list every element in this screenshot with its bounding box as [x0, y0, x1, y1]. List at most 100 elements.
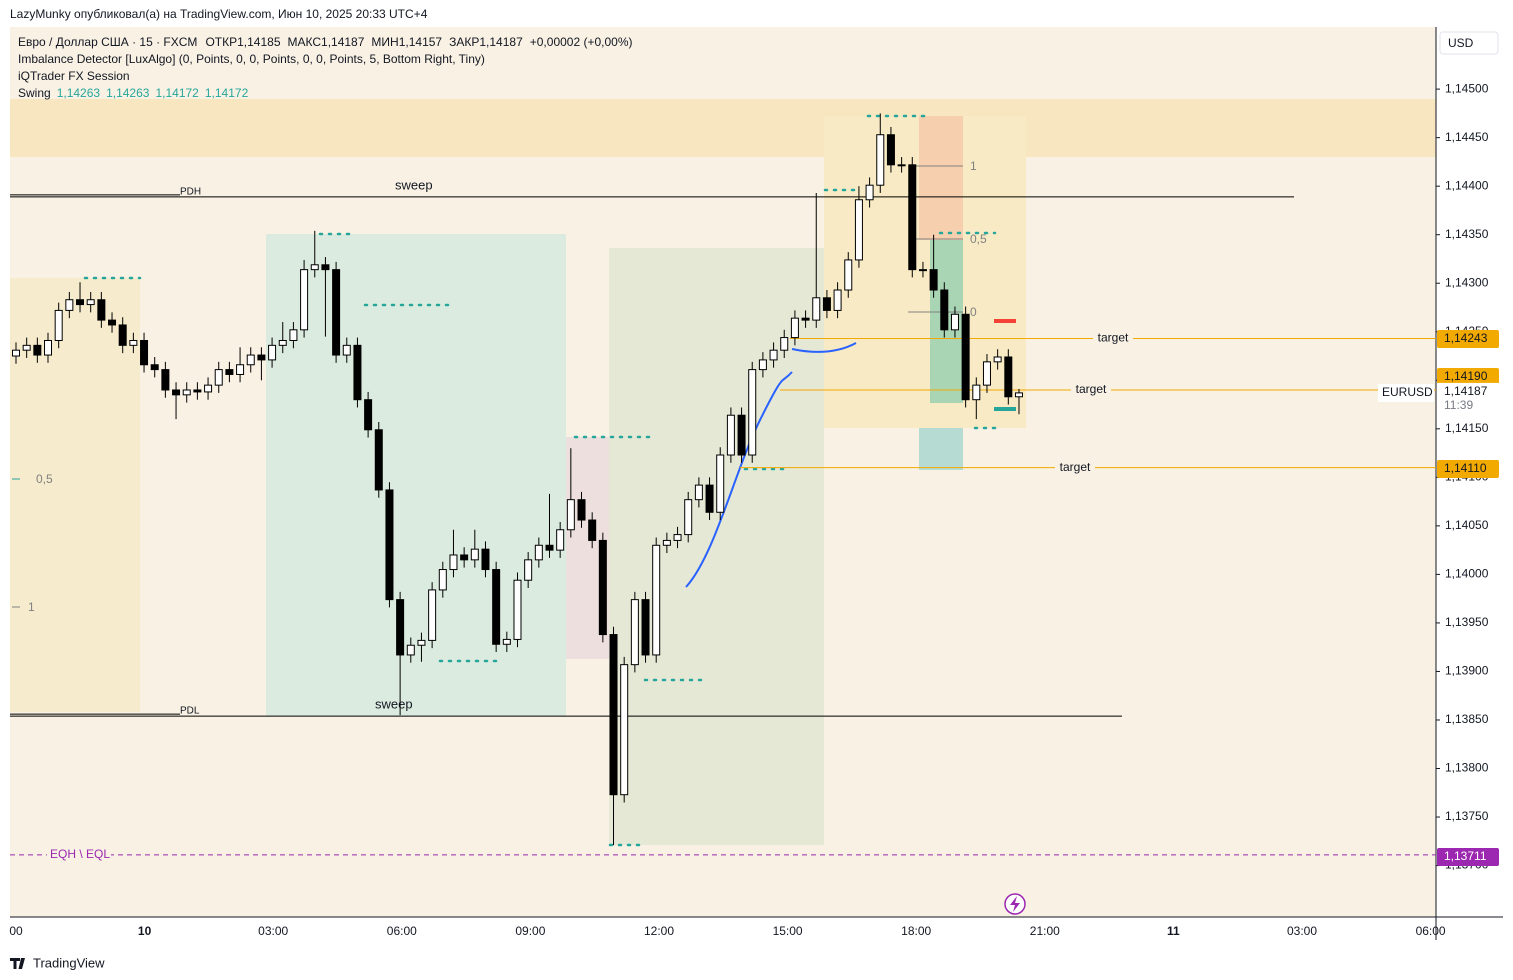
- candle-body: [417, 639, 426, 646]
- candle-body: [716, 454, 725, 513]
- fib-lines: [12, 165, 963, 608]
- swing-dots: [83, 114, 997, 847]
- y-tick-label: 1,14500: [1445, 81, 1489, 95]
- level-name: EQH \ EQL: [50, 847, 110, 861]
- ohlc-key: ЗАКР: [449, 35, 479, 49]
- candle-body: [1014, 392, 1023, 398]
- candle-body: [374, 429, 383, 491]
- y-tick-label: 1,14150: [1445, 421, 1489, 435]
- level-name: PDH: [180, 186, 201, 197]
- label-bg: [1071, 382, 1111, 397]
- candle-body: [470, 548, 479, 561]
- candle-body: [961, 313, 970, 401]
- candle-body: [289, 329, 298, 341]
- ohlc-key: МИН: [371, 35, 398, 49]
- price-label-bg: [1437, 330, 1499, 348]
- x-tick-label: 12:00: [644, 924, 674, 938]
- candle-body: [428, 589, 437, 641]
- price-label-bg: [1437, 848, 1499, 866]
- candle-body: [609, 634, 618, 796]
- price-label: 1,14190: [1444, 369, 1488, 383]
- zone: [10, 99, 1436, 157]
- candle-body: [812, 297, 821, 321]
- indicator: Imbalance Detector [LuxAlgo] (0, Points,…: [18, 52, 485, 66]
- candle-body: [780, 337, 789, 351]
- candle-body: [684, 499, 693, 536]
- candle-body: [598, 539, 607, 636]
- candle-body: [502, 638, 511, 645]
- candle-body: [822, 297, 831, 311]
- ohlc-value: 1,14185: [237, 35, 281, 49]
- candle-body: [876, 134, 885, 186]
- candle-body: [460, 554, 469, 561]
- candle-body: [353, 344, 362, 401]
- candle-body: [449, 554, 458, 571]
- fib-label: 1: [28, 600, 35, 614]
- candle-body: [950, 313, 959, 331]
- swing-value: 1,14263: [57, 86, 101, 100]
- candle-body: [140, 339, 149, 366]
- candle-body: [364, 399, 373, 431]
- y-tick-label: 1,14000: [1445, 567, 1489, 581]
- currency[interactable]: USD: [1448, 36, 1474, 50]
- alert-icon-bolt: [1010, 896, 1020, 912]
- level-name: target: [1076, 382, 1107, 396]
- price-label: 1,14110: [1444, 461, 1487, 475]
- candle-body: [342, 344, 351, 356]
- candle-body: [524, 559, 533, 581]
- x-tick-label: 06:00: [387, 924, 417, 938]
- candle-body: [630, 599, 639, 666]
- ohlc-value: 1,14187: [321, 35, 365, 49]
- candle-body: [385, 489, 394, 601]
- label-bg: [47, 847, 111, 862]
- y-tick-label: 1,13950: [1445, 615, 1489, 629]
- y-tick-label: 1,14450: [1445, 130, 1489, 144]
- fib-label: 0,5: [970, 232, 987, 246]
- symbol-label-bg: [1378, 383, 1434, 402]
- candle-body: [182, 389, 191, 396]
- candle-body: [918, 269, 927, 272]
- candle-body: [492, 569, 501, 645]
- y-tick-label: 1,14350: [1445, 227, 1489, 241]
- change: +0,00002 (+0,00%): [530, 35, 633, 49]
- swing-value: 1,14172: [205, 86, 249, 100]
- candle-body: [257, 354, 266, 361]
- candle-body: [652, 544, 661, 656]
- candle-body: [577, 499, 586, 521]
- last-price: 1,14187: [1444, 384, 1488, 398]
- candle-body: [172, 389, 181, 396]
- candle-body: [97, 299, 106, 321]
- candle-body: [268, 344, 277, 361]
- candle-body: [726, 414, 735, 456]
- candle-body: [300, 269, 309, 331]
- candle-body: [865, 184, 874, 201]
- candle-body: [534, 544, 543, 561]
- annotation: sweep: [395, 177, 433, 192]
- y-tick-label: 1,14050: [1445, 518, 1489, 532]
- swing-value: 1,14263: [106, 86, 150, 100]
- currency-button[interactable]: [1439, 31, 1499, 55]
- zone: [919, 116, 963, 240]
- x-tick-label: 11: [1167, 924, 1180, 938]
- candle-body: [705, 484, 714, 513]
- candle-body: [108, 319, 117, 326]
- y-tick-label: 1,13750: [1445, 809, 1489, 823]
- candle-body: [566, 499, 575, 531]
- candle-body: [620, 664, 629, 796]
- candle-body: [204, 384, 213, 393]
- ohlc-value: 1,14157: [399, 35, 443, 49]
- level-name: target: [1060, 460, 1091, 474]
- zone: [919, 428, 963, 470]
- x-tick-label: 03:00: [258, 924, 288, 938]
- session-zones: [10, 99, 1436, 845]
- candle-body: [438, 569, 447, 591]
- candle-body: [310, 264, 319, 271]
- candle-body: [694, 484, 703, 501]
- level-name: PDL: [180, 706, 200, 717]
- price-label: 1,14243: [1444, 331, 1488, 345]
- y-tick-label: 1,13900: [1445, 664, 1489, 678]
- candle-body: [33, 344, 42, 356]
- ohlc-key: ОТКР: [205, 35, 237, 49]
- candle-body: [972, 384, 981, 401]
